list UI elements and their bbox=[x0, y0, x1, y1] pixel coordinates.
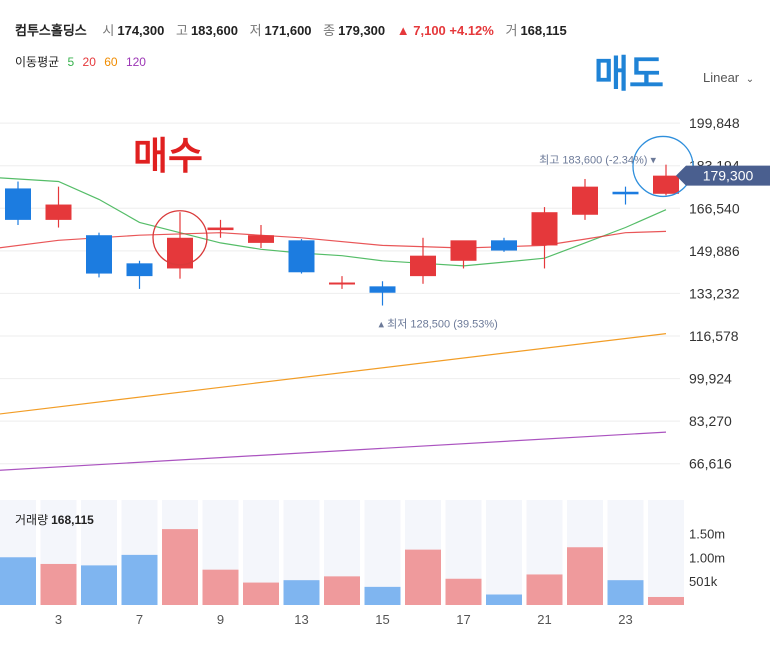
high-marker-text: 최고 183,600 (-2.34%) ▾ bbox=[539, 154, 656, 167]
volume-value: 168,115 bbox=[520, 23, 567, 38]
low-label: 저 bbox=[249, 23, 262, 38]
y-tick-label: 133,232 bbox=[689, 285, 740, 301]
ma-20-label: 20 bbox=[82, 55, 96, 69]
ma-20-line bbox=[0, 230, 667, 249]
candle-body bbox=[207, 227, 234, 231]
ma-120-line bbox=[0, 431, 667, 471]
y-tick-label: 149,886 bbox=[689, 243, 740, 259]
volume-bar bbox=[486, 594, 522, 605]
close-label: 종 bbox=[323, 23, 336, 38]
volume-bar bbox=[81, 565, 117, 605]
high-value: 183,600 bbox=[190, 23, 238, 38]
low-marker-text: ▴ 최저 128,500 (39.53%) bbox=[379, 318, 498, 331]
x-tick-label: 23 bbox=[618, 612, 632, 627]
ma-5-label: 5 bbox=[67, 55, 75, 69]
volume-bar bbox=[607, 580, 644, 605]
sell-annotation: 매도 bbox=[594, 54, 664, 96]
scale-label: Linear bbox=[703, 70, 740, 85]
candle-body bbox=[329, 282, 355, 285]
volume-bar bbox=[0, 557, 36, 605]
candle-body bbox=[653, 175, 679, 194]
volume-tick-label: 1.50m bbox=[689, 526, 725, 541]
volume-tick-label: 501k bbox=[689, 574, 718, 589]
volume-bar bbox=[121, 554, 158, 605]
candle-body bbox=[572, 186, 598, 215]
volume-panel-label: 거래량 168,115 bbox=[15, 511, 94, 528]
candle-body bbox=[612, 191, 639, 195]
y-tick-label: 66,616 bbox=[689, 456, 732, 472]
volume-bar bbox=[40, 563, 77, 605]
volume-bar bbox=[526, 574, 563, 605]
x-tick-label: 7 bbox=[136, 612, 143, 627]
volume-column-bg bbox=[648, 500, 684, 605]
stock-name: 컴투스홀딩스 bbox=[15, 23, 87, 38]
volume-bar bbox=[283, 580, 320, 605]
change-value: ▲ 7,100 +4.12% bbox=[396, 23, 494, 38]
low-value: 171,600 bbox=[264, 23, 312, 38]
high-label: 고 bbox=[175, 23, 188, 38]
candle-body bbox=[450, 240, 477, 261]
current-price-label: 179,300 bbox=[703, 168, 754, 184]
volume-tick-label: 1.00m bbox=[689, 550, 725, 565]
ma-60-line bbox=[0, 333, 667, 415]
open-value: 174,300 bbox=[117, 23, 165, 38]
x-tick-label: 3 bbox=[55, 612, 62, 627]
candle-body bbox=[248, 235, 274, 243]
x-tick-label: 13 bbox=[294, 612, 308, 627]
scale-selector[interactable]: Linear ⌄ bbox=[703, 70, 754, 85]
x-tick-label: 15 bbox=[375, 612, 389, 627]
ma-60-label: 60 bbox=[104, 55, 118, 69]
volume-total: 168,115 bbox=[51, 513, 94, 527]
candle-body bbox=[86, 235, 112, 274]
y-tick-label: 166,540 bbox=[689, 200, 740, 216]
close-value: 179,300 bbox=[338, 23, 386, 38]
ma-title: 이동평균 bbox=[15, 55, 60, 69]
volume-bar bbox=[324, 576, 360, 605]
candle-body bbox=[5, 188, 31, 220]
y-tick-label: 199,848 bbox=[689, 115, 740, 131]
buy-annotation: 매수 bbox=[133, 136, 203, 178]
x-tick-label: 9 bbox=[217, 612, 224, 627]
y-tick-label: 99,924 bbox=[689, 371, 732, 387]
candle-body bbox=[410, 255, 436, 277]
volume-title: 거래량 bbox=[15, 513, 49, 527]
volume-bar bbox=[243, 582, 279, 605]
open-label: 시 bbox=[102, 23, 115, 38]
volume-bar bbox=[405, 549, 441, 605]
candle-body bbox=[369, 286, 396, 293]
stock-header: 컴투스홀딩스 시 174,300 고 183,600 저 171,600 종 179,3… bbox=[15, 20, 575, 39]
volume-column-bg bbox=[486, 500, 522, 605]
candle-body bbox=[45, 204, 72, 220]
volume-bar bbox=[567, 547, 603, 605]
volume-bar bbox=[202, 569, 239, 605]
x-tick-label: 17 bbox=[456, 612, 470, 627]
buy-circle bbox=[152, 210, 208, 266]
chevron-down-icon: ⌄ bbox=[745, 74, 755, 85]
current-price-tag bbox=[676, 165, 770, 186]
candle-body bbox=[126, 263, 153, 277]
volume-label: 거 bbox=[505, 23, 518, 38]
x-tick-label: 21 bbox=[537, 612, 551, 627]
candle-body bbox=[491, 240, 517, 251]
y-tick-label: 83,270 bbox=[689, 413, 732, 429]
volume-bar bbox=[648, 596, 684, 605]
y-tick-label: 116,578 bbox=[689, 328, 739, 344]
volume-bar bbox=[162, 529, 198, 605]
ma-5-line bbox=[0, 177, 667, 267]
candle-body bbox=[288, 240, 315, 273]
volume-bar bbox=[445, 578, 482, 605]
candle-body bbox=[531, 212, 558, 246]
volume-bar bbox=[364, 586, 401, 605]
ma-120-label: 120 bbox=[125, 55, 146, 69]
moving-average-legend[interactable]: 이동평균 5 20 60 120 bbox=[15, 53, 151, 70]
